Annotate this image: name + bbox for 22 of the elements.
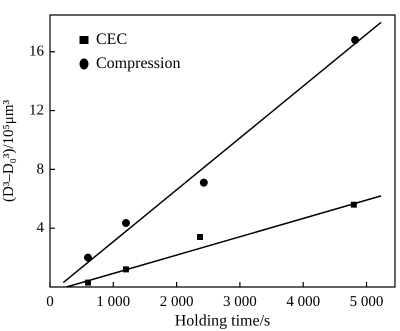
point (200, 178, 208, 187)
point (122, 266, 129, 272)
point (122, 219, 130, 228)
y-tick-label: 8 (36, 161, 44, 178)
y-tick-label: 16 (29, 44, 44, 60)
legend-label: CEC (96, 31, 128, 48)
x-tick-label: 4 000 (286, 294, 320, 310)
x-tick-label: 2 000 (160, 294, 194, 310)
point (197, 234, 204, 240)
x-axis-title: Holding time/s (174, 312, 270, 330)
y-tick-label: 4 (36, 220, 44, 236)
point (84, 254, 92, 262)
point (350, 202, 357, 208)
x-tick-label: 5 000 (350, 294, 384, 310)
legend-label: Compression (96, 55, 180, 72)
point (351, 36, 360, 44)
y-axis-title: (D³–D₀³)/10⁵μm³ (0, 100, 17, 202)
y-tick-label: 12 (29, 102, 44, 119)
x-tick-label: 3 000 (223, 294, 257, 310)
x-tick-label: 0 (46, 294, 54, 310)
point (85, 280, 91, 286)
x-tick-label: 1 000 (96, 294, 130, 310)
